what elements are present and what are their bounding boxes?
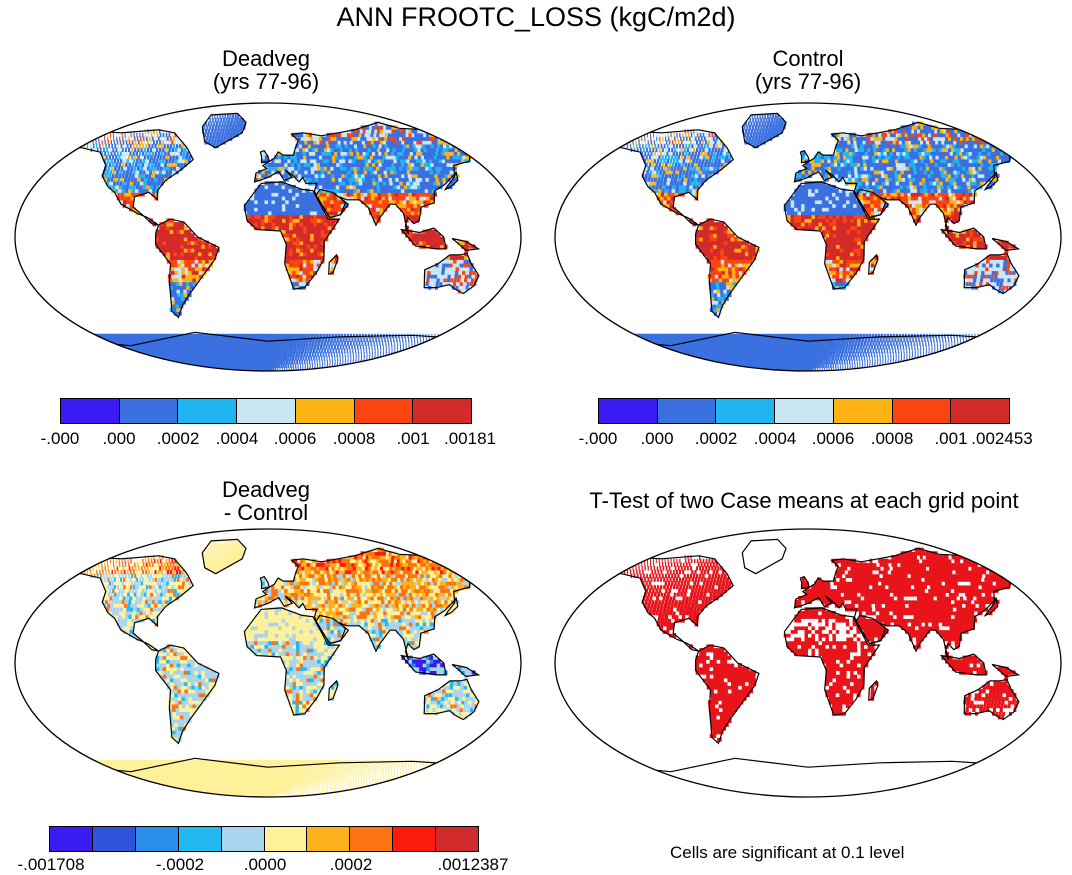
- colorbar-label: .0006: [274, 429, 317, 449]
- colorbar-label: .0004: [754, 429, 797, 449]
- map-deadveg: [13, 101, 523, 373]
- colorbar-label: .00181: [444, 429, 496, 449]
- colorbar-swatch: [237, 399, 296, 423]
- colorbar-label: -.000: [41, 429, 80, 449]
- map-ttest: [553, 527, 1063, 799]
- colorbar-swatch: [413, 399, 471, 423]
- colorbar-label: .0004: [216, 429, 259, 449]
- colorbar-label: .0008: [871, 429, 914, 449]
- colorbar-swatch: [307, 827, 350, 851]
- colorbar-swatch: [716, 399, 775, 423]
- colorbar-swatch: [222, 827, 265, 851]
- colorbar-label: -.0002: [156, 855, 204, 875]
- colorbar-swatch: [893, 399, 952, 423]
- colorbar-swatch: [296, 399, 355, 423]
- colorbar-swatch: [393, 827, 436, 851]
- colorbar-label: .0002: [157, 429, 200, 449]
- colorbar-label: .0000: [244, 855, 287, 875]
- panel-title-control-line1: Control: [708, 47, 908, 70]
- panel-title-deadveg-line2: (yrs 77-96): [166, 70, 366, 93]
- colorbar-control: [598, 398, 1010, 424]
- map-difference: [13, 527, 523, 799]
- panel-title-control: Control (yrs 77-96): [708, 47, 908, 93]
- colorbar-label: .0002: [695, 429, 738, 449]
- colorbar-label: .001: [396, 429, 429, 449]
- colorbar-swatch: [179, 827, 222, 851]
- colorbar-swatch: [599, 399, 658, 423]
- panel-title-ttest-text: T-Test of two Case means at each grid po…: [536, 489, 1072, 512]
- colorbar-label: .0008: [333, 429, 376, 449]
- colorbar-swatch: [178, 399, 237, 423]
- map-control: [553, 101, 1063, 373]
- colorbar-label: .001: [934, 429, 967, 449]
- colorbar-deadveg: [60, 398, 472, 424]
- colorbar-label: .0002: [330, 855, 373, 875]
- colorbar-swatch: [61, 399, 120, 423]
- colorbar-label: .0006: [812, 429, 855, 449]
- panel-title-control-line2: (yrs 77-96): [708, 70, 908, 93]
- colorbar-swatch: [775, 399, 834, 423]
- colorbar-label: .000: [640, 429, 673, 449]
- colorbar-label: .002453: [971, 429, 1032, 449]
- colorbar-label: -.001708: [17, 855, 84, 875]
- main-title: ANN FROOTC_LOSS (kgC/m2d): [0, 2, 1072, 33]
- colorbar-swatch: [265, 827, 308, 851]
- colorbar-label: -.000: [579, 429, 618, 449]
- colorbar-swatch: [50, 827, 93, 851]
- colorbar-swatch: [120, 399, 179, 423]
- colorbar-swatch: [355, 399, 414, 423]
- panel-title-difference-line1: Deadveg: [166, 478, 366, 501]
- colorbar-swatch: [658, 399, 717, 423]
- panel-title-ttest: T-Test of two Case means at each grid po…: [536, 489, 1072, 512]
- colorbar-swatch: [350, 827, 393, 851]
- colorbar-difference: [49, 826, 479, 852]
- ttest-note: Cells are significant at 0.1 level: [670, 843, 904, 863]
- colorbar-swatch: [834, 399, 893, 423]
- colorbar-swatch: [93, 827, 136, 851]
- colorbar-swatch: [136, 827, 179, 851]
- panel-title-deadveg: Deadveg (yrs 77-96): [166, 47, 366, 93]
- colorbar-label: .0012387: [438, 855, 509, 875]
- colorbar-swatch: [436, 827, 478, 851]
- colorbar-swatch: [951, 399, 1009, 423]
- colorbar-label: .000: [102, 429, 135, 449]
- panel-title-deadveg-line1: Deadveg: [166, 47, 366, 70]
- panel-title-difference-line2: - Control: [166, 501, 366, 524]
- panel-title-difference: Deadveg - Control: [166, 478, 366, 524]
